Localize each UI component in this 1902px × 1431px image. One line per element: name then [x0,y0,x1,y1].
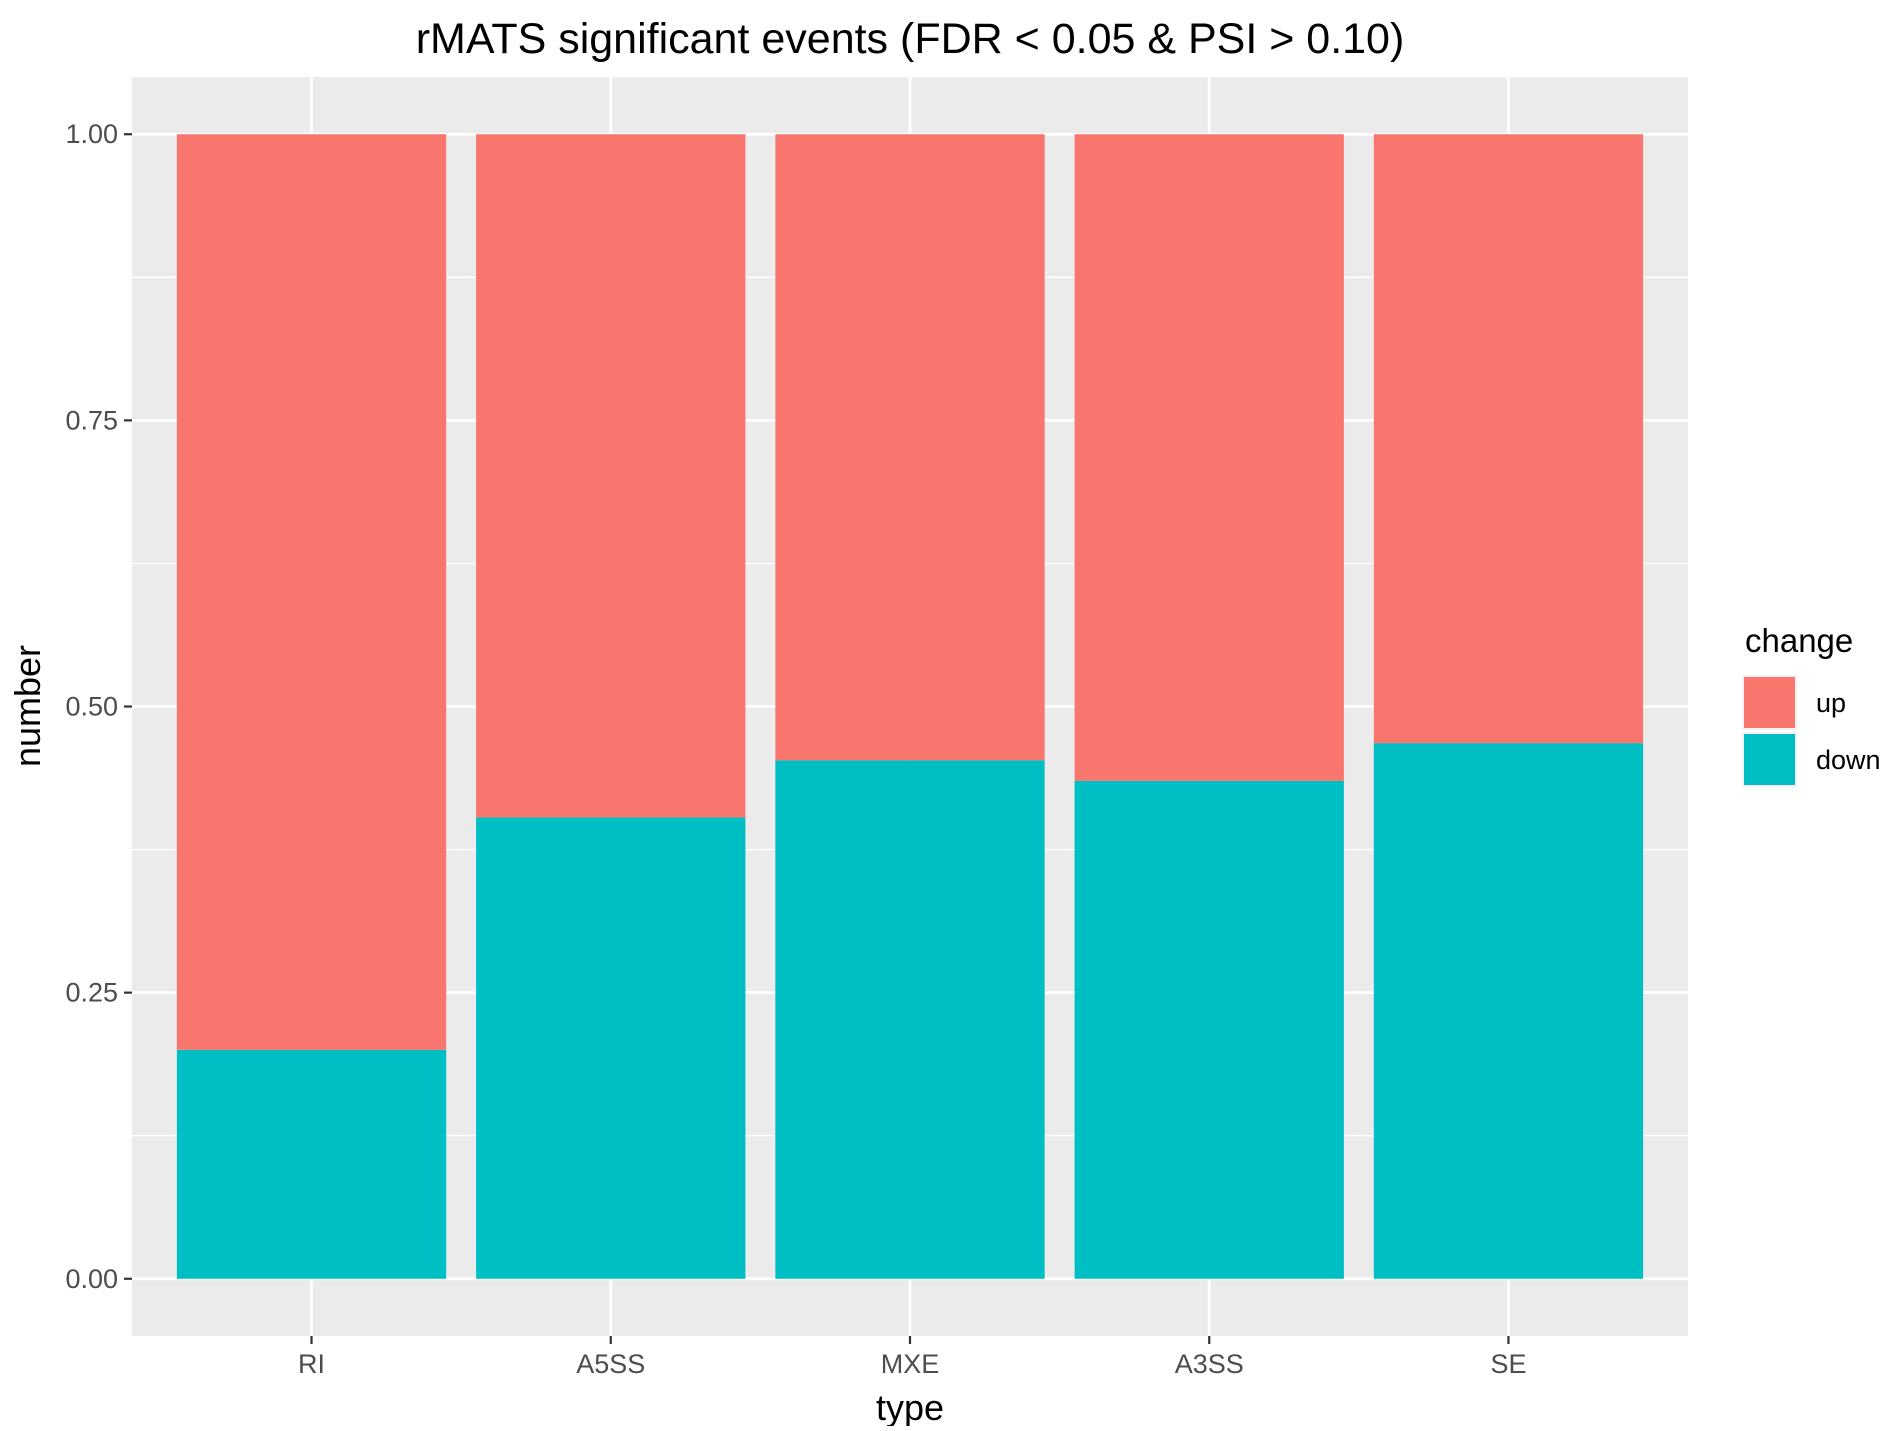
bar-down-ri [176,1049,447,1279]
y-tick-label: 0.75 [65,405,118,435]
legend-key-up [1744,677,1795,728]
y-tick-label: 1.00 [65,119,118,149]
x-tick-label: RI [298,1349,325,1379]
legend: change up down [1742,622,1881,787]
bar-up-mxe [775,134,1045,761]
bar-up-a5ss [476,134,746,818]
legend-key-down [1744,734,1795,785]
bars [176,134,1644,1279]
x-axis-title: type [876,1387,944,1426]
legend-title: change [1745,622,1853,659]
x-tick-label: A3SS [1175,1349,1244,1379]
bar-down-se [1373,743,1644,1279]
bar-up-ri [176,134,447,1050]
legend-label-up: up [1816,688,1846,718]
bar-down-mxe [775,760,1045,1279]
x-tick-label: SE [1490,1349,1526,1379]
legend-label-down: down [1816,745,1881,775]
x-axis: RI A5SS MXE A3SS SE [298,1336,1526,1379]
bar-down-a3ss [1074,780,1344,1279]
y-tick-label: 0.50 [65,692,118,722]
y-tick-label: 0.00 [65,1264,118,1294]
x-tick-label: A5SS [576,1349,645,1379]
bar-down-a5ss [476,817,746,1279]
bar-up-se [1373,134,1644,744]
y-axis: 0.00 0.25 0.50 0.75 1.00 [65,119,132,1294]
chart-title: rMATS significant events (FDR < 0.05 & P… [416,15,1405,63]
y-axis-title: number [7,645,48,767]
bar-up-a3ss [1074,134,1344,781]
y-tick-label: 0.25 [65,978,118,1008]
x-tick-label: MXE [881,1349,940,1379]
